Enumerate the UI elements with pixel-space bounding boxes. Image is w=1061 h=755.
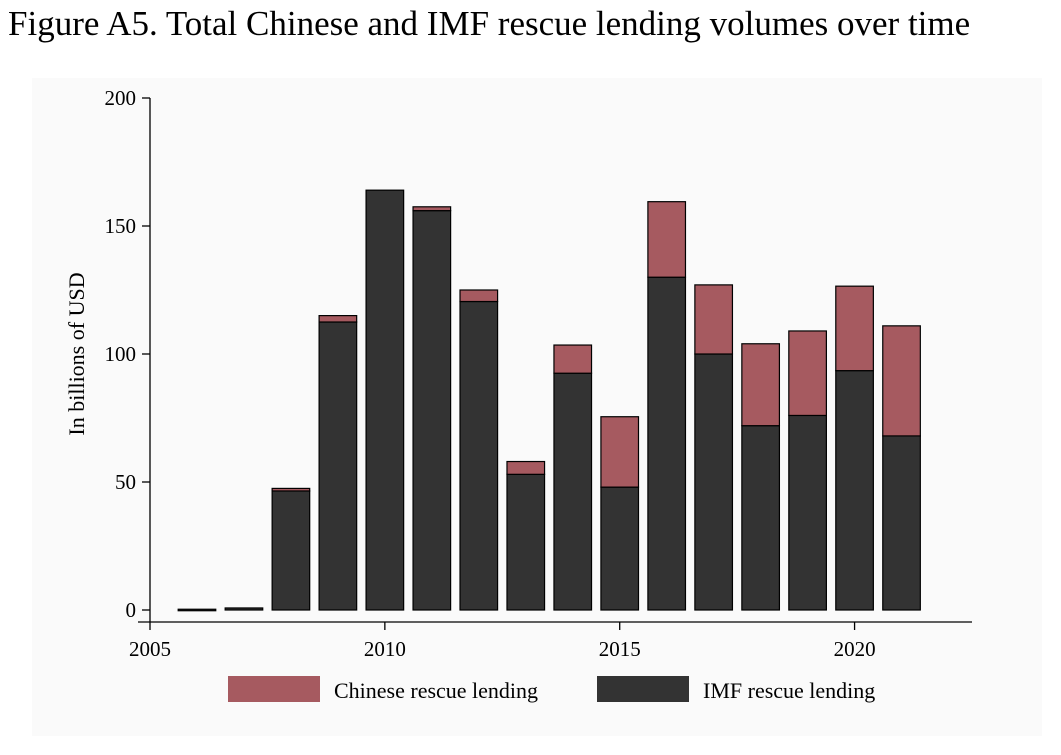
x-tick-label: 2020 [834,637,876,661]
bar-chinese-2013 [506,460,546,475]
bar-chinese-2020 [835,285,874,372]
bar-chinese-2016 [647,201,687,278]
bar-chinese-2015 [600,416,640,488]
bar-imf-2017 [694,353,734,611]
bar-chinese-2017 [694,284,734,355]
legend-label-imf: IMF rescue lending [703,678,875,703]
bar-imf-2019 [788,414,827,611]
bar-chinese-2011 [412,206,452,212]
bar-imf-2011 [412,210,452,611]
legend-swatch-chinese [228,676,320,702]
bar-imf-2018 [741,425,781,611]
bar-imf-2006 [177,608,217,612]
bar-imf-2016 [647,276,687,611]
bar-imf-2013 [506,473,546,611]
bar-imf-2014 [553,372,593,611]
axes [138,98,972,623]
bar-chinese-2018 [741,343,781,427]
chart-panel: 0 50 100 150 200 2005 2010 2015 2020 In billion… [32,78,1042,736]
chart-svg: 0 50 100 150 200 2005 2010 2015 2020 In billion… [64,86,972,703]
y-tick-label: 0 [126,598,137,622]
x-tick-label: 2005 [129,637,171,661]
bar-chinese-2012 [459,289,499,303]
bar-imf-2010 [365,189,405,611]
x-tick-label: 2010 [364,637,406,661]
bar-chinese-2014 [553,344,593,374]
y-tick-label: 200 [105,86,137,110]
y-ticks: 0 50 100 150 200 [105,86,150,622]
y-axis-label: In billions of USD [64,272,89,435]
bar-imf-2009 [318,321,358,611]
legend-swatch-imf [597,676,689,702]
bar-imf-2007 [224,607,264,611]
y-tick-label: 150 [105,214,137,238]
page-title: Figure A5. Total Chinese and IMF rescue … [8,4,971,43]
bar-imf-2012 [459,300,499,611]
bar-imf-2008 [271,490,311,611]
y-tick-label: 50 [115,470,136,494]
x-tick-label: 2015 [599,637,641,661]
bars [177,189,921,612]
bar-imf-2021 [882,435,921,611]
x-ticks: 2005 2010 2015 2020 [129,622,876,661]
bar-chinese-2009 [318,315,358,323]
legend: Chinese rescue lending IMF rescue lending [228,676,875,703]
legend-label-chinese: Chinese rescue lending [334,678,538,703]
bar-chinese-2008 [271,487,311,492]
bar-imf-2020 [835,370,874,611]
bar-chinese-2021 [882,325,921,437]
bar-imf-2015 [600,486,640,611]
bar-chinese-2019 [788,330,827,417]
y-tick-label: 100 [105,342,137,366]
